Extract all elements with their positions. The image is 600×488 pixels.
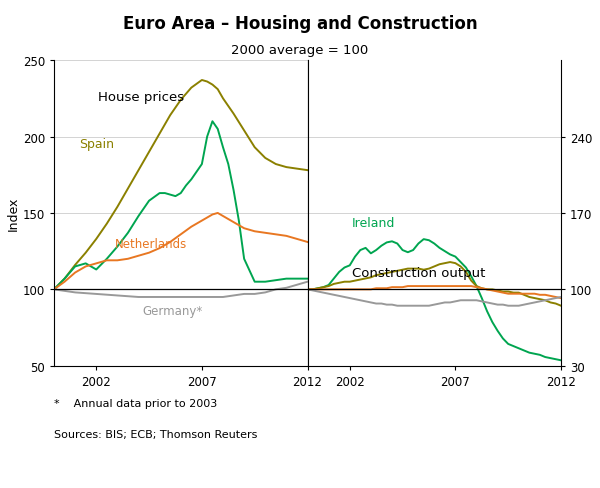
Y-axis label: Index: Index [7, 196, 20, 231]
Text: Spain: Spain [79, 138, 115, 151]
Text: Netherlands: Netherlands [115, 237, 188, 250]
Text: Euro Area – Housing and Construction: Euro Area – Housing and Construction [122, 15, 478, 33]
Y-axis label: Index: Index [598, 196, 600, 231]
Text: House prices: House prices [98, 91, 184, 103]
Text: *    Annual data prior to 2003: * Annual data prior to 2003 [54, 398, 217, 407]
Text: Ireland: Ireland [352, 217, 395, 229]
Text: Construction output: Construction output [352, 267, 485, 280]
Text: Sources: BIS; ECB; Thomson Reuters: Sources: BIS; ECB; Thomson Reuters [54, 429, 257, 439]
Text: 2000 average = 100: 2000 average = 100 [232, 44, 368, 57]
Text: Germany*: Germany* [143, 304, 203, 317]
